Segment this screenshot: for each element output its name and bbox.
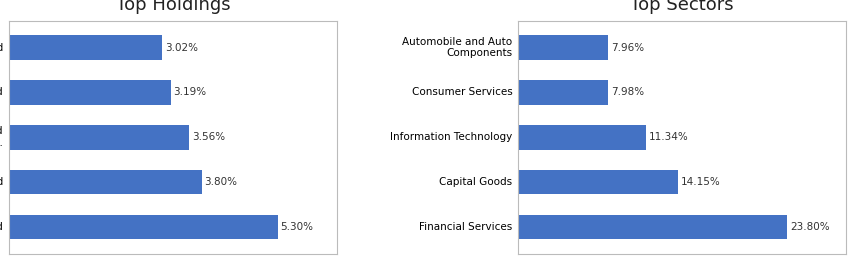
Bar xyxy=(9,170,202,195)
Title: Top Holdings: Top Holdings xyxy=(115,0,230,14)
Bar xyxy=(518,170,678,195)
Text: 3.56%: 3.56% xyxy=(192,132,225,142)
Bar xyxy=(9,125,190,150)
Text: 5.30%: 5.30% xyxy=(280,222,314,232)
Bar xyxy=(518,125,646,150)
Bar xyxy=(518,215,787,239)
Bar xyxy=(9,35,162,60)
Text: 11.34%: 11.34% xyxy=(649,132,688,142)
Text: 7.96%: 7.96% xyxy=(610,43,644,53)
Bar xyxy=(9,215,278,239)
Title: Top Sectors: Top Sectors xyxy=(630,0,734,14)
Text: 3.19%: 3.19% xyxy=(174,88,206,97)
Text: 3.80%: 3.80% xyxy=(204,177,238,187)
Text: 14.15%: 14.15% xyxy=(681,177,721,187)
Text: 3.02%: 3.02% xyxy=(165,43,198,53)
Bar xyxy=(9,80,171,105)
Bar xyxy=(518,80,608,105)
Text: 23.80%: 23.80% xyxy=(790,222,829,232)
Bar xyxy=(518,35,608,60)
Text: 7.98%: 7.98% xyxy=(610,88,644,97)
